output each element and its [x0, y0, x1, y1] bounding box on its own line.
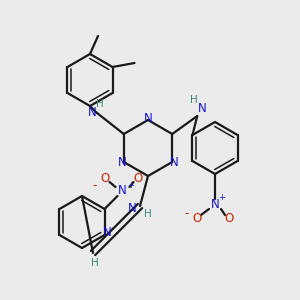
Text: -: - [185, 208, 189, 220]
Text: H: H [144, 209, 152, 219]
Text: O: O [133, 172, 142, 185]
Text: +: + [127, 182, 134, 190]
Text: O: O [100, 172, 109, 185]
Text: N: N [128, 202, 136, 214]
Text: N: N [170, 155, 178, 169]
Text: N: N [211, 197, 219, 211]
Text: N: N [117, 155, 126, 169]
Text: N: N [144, 112, 152, 125]
Text: N: N [87, 106, 96, 119]
Text: N: N [103, 226, 111, 238]
Text: N: N [198, 101, 207, 115]
Text: +: + [219, 194, 225, 202]
Text: -: - [92, 179, 97, 193]
Text: H: H [91, 258, 99, 268]
Text: O: O [224, 212, 234, 224]
Text: H: H [96, 99, 103, 109]
Text: O: O [192, 212, 202, 224]
Text: N: N [118, 184, 127, 197]
Text: H: H [190, 95, 198, 105]
